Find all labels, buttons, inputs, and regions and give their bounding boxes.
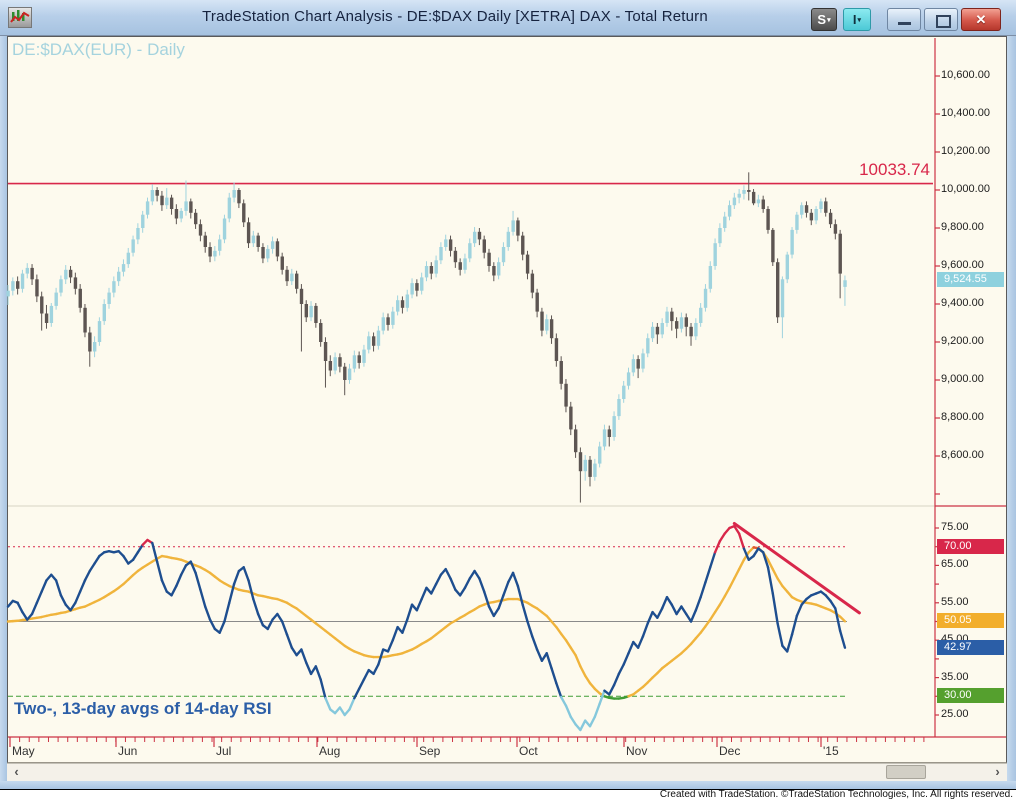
- x-axis-month-label: May: [12, 744, 35, 758]
- scrollbar-thumb[interactable]: [886, 765, 926, 779]
- x-axis-month-label: Oct: [519, 744, 538, 758]
- minimize-button[interactable]: [887, 8, 921, 31]
- chart-canvas[interactable]: [7, 36, 1007, 763]
- price-axis-label: 9,600.00: [941, 259, 984, 271]
- price-axis-label: 8,600.00: [941, 449, 984, 461]
- price-axis-label: 9,800.00: [941, 221, 984, 233]
- x-axis-month-label: Nov: [626, 744, 648, 758]
- price-axis-label: 8,800.00: [941, 411, 984, 423]
- window-border-bottom: [0, 781, 1016, 789]
- chart-icon: [8, 7, 32, 28]
- rsi-axis-label: 65.00: [941, 558, 969, 571]
- chevron-down-icon: ▾: [827, 17, 831, 24]
- window-border-right: [1007, 36, 1016, 789]
- x-axis-month-label: Sep: [419, 744, 441, 758]
- alert-price-label: 10033.74: [859, 160, 930, 179]
- rsi-level-badge: 70.00: [937, 538, 1004, 554]
- price-axis-label: 10,600.00: [941, 69, 990, 81]
- maximize-button[interactable]: [924, 8, 958, 31]
- symbol-label: DE:$DAX(EUR) - Daily: [12, 40, 185, 59]
- rsi-axis-label: 35.00: [941, 670, 969, 683]
- x-axis-month-label: Dec: [719, 744, 741, 758]
- minimize-icon: [898, 22, 911, 25]
- price-axis-label: 10,000.00: [941, 183, 990, 195]
- close-button[interactable]: ✕: [961, 8, 1001, 31]
- price-axis-label: 10,200.00: [941, 145, 990, 157]
- last-price-badge: 9,524.55: [937, 272, 1004, 288]
- close-icon: ✕: [975, 12, 987, 27]
- rsi-axis-label: 55.00: [941, 595, 969, 608]
- footer-credit: Created with TradeStation. ©TradeStation…: [659, 789, 1013, 800]
- chevron-down-icon: ▾: [857, 17, 862, 24]
- scroll-right-button[interactable]: ›: [995, 764, 1000, 779]
- x-axis-month-label: Jun: [118, 744, 138, 758]
- rsi-level-badge: 42.97: [937, 639, 1004, 655]
- rsi-annotation-label: Two-, 13-day avgs of 14-day RSI: [14, 699, 272, 718]
- x-axis-month-label: Aug: [319, 744, 341, 758]
- rsi-axis-label: 25.00: [941, 708, 969, 720]
- horizontal-scrollbar[interactable]: [7, 763, 1007, 781]
- price-axis-label: 10,400.00: [941, 107, 990, 119]
- scroll-left-button[interactable]: ‹: [14, 764, 19, 779]
- x-axis-month-label: '15: [823, 744, 839, 758]
- rsi-level-badge: 30.00: [937, 688, 1004, 704]
- price-axis-label: 9,000.00: [941, 373, 984, 385]
- titlebar[interactable]: TradeStation Chart Analysis - DE:$DAX Da…: [0, 0, 1016, 36]
- price-axis-label: 9,200.00: [941, 335, 984, 347]
- rsi-axis-label: 75.00: [941, 521, 969, 533]
- price-axis-label: 9,400.00: [941, 297, 984, 309]
- status-strip: [0, 789, 1016, 800]
- rsi-level-badge: 50.05: [937, 613, 1004, 629]
- style-button[interactable]: S▾: [811, 8, 837, 31]
- window-title: TradeStation Chart Analysis - DE:$DAX Da…: [202, 8, 708, 25]
- maximize-icon: [936, 15, 951, 28]
- window-border-left: [0, 36, 7, 789]
- x-axis-month-label: Jul: [216, 744, 232, 758]
- indicator-button[interactable]: I▾: [843, 8, 871, 31]
